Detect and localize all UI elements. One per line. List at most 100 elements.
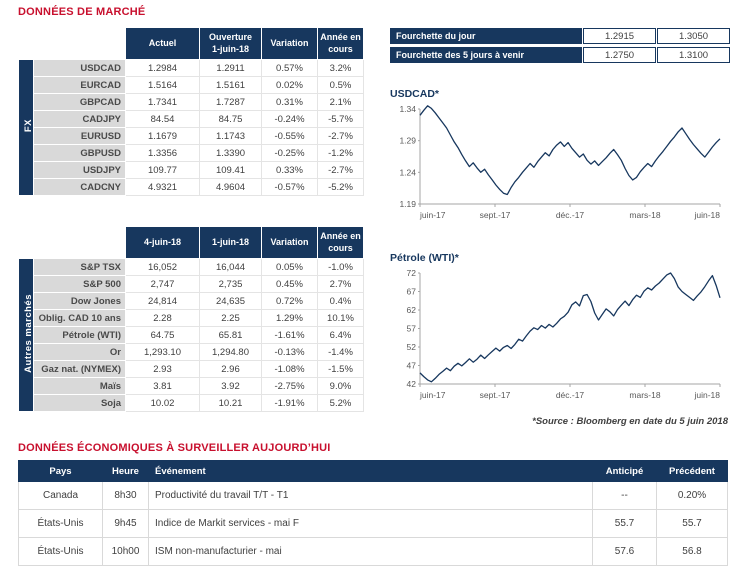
- market-label: Dow Jones: [33, 292, 126, 310]
- econ-previous: 0.20%: [656, 481, 728, 510]
- fx-variation: 0.33%: [261, 161, 318, 179]
- fx-pair-label: CADJPY: [33, 110, 126, 128]
- x-tick-label: juin-17: [419, 210, 446, 220]
- econ-data-title: DONNÉES ÉCONOMIQUES À SURVEILLER AUJOURD…: [18, 442, 331, 454]
- fx-row: FX USDCAD 1.2984 1.2911 0.57% 3.2%: [18, 59, 364, 196]
- market-v2: 24,635: [199, 292, 262, 310]
- range-day-high: 1.3050: [657, 28, 730, 44]
- market-v2: 65.81: [199, 326, 262, 344]
- market-row: Pétrole (WTI) 64.75 65.81 -1.61% 6.4%: [19, 326, 364, 344]
- markets-col-date2: 1-juin-18: [199, 226, 262, 259]
- market-label: Maïs: [33, 377, 126, 395]
- fx-ytd: 2.1%: [317, 93, 364, 111]
- markets-side-strip: Autres marchés: [18, 258, 34, 412]
- x-tick-label: mars-18: [629, 210, 660, 220]
- fx-side-strip: FX: [18, 59, 34, 196]
- market-v1: 24,814: [125, 292, 200, 310]
- y-tick-label: 42: [407, 379, 417, 389]
- fx-ytd: -5.7%: [317, 110, 364, 128]
- econ-row: Canada 8h30 Productivité du travail T/T …: [18, 481, 728, 510]
- fx-pair-label: GBPUSD: [33, 144, 126, 162]
- fx-col-variation-label: Variation: [270, 37, 309, 48]
- market-v1: 2,747: [125, 275, 200, 293]
- fx-col-open: Ouverture 1-juin-18: [199, 27, 262, 60]
- range-5day-high: 1.3100: [657, 47, 730, 63]
- fx-variation: -0.24%: [261, 110, 318, 128]
- market-ytd: 6.4%: [317, 326, 364, 344]
- econ-col-time: Heure: [102, 460, 149, 482]
- market-v2: 2,735: [199, 275, 262, 293]
- market-label: S&P 500: [33, 275, 126, 293]
- econ-col-previous: Précédent: [656, 460, 728, 482]
- fx-pair-label: EURCAD: [33, 76, 126, 94]
- econ-time: 9h45: [102, 509, 149, 538]
- fx-row: GBPUSD 1.3356 1.3390 -0.25% -1.2%: [19, 144, 364, 162]
- fx-pair-label: CADCNY: [33, 178, 126, 196]
- fx-variation: -0.55%: [261, 127, 318, 145]
- market-v1: 2.93: [125, 360, 200, 378]
- market-variation: -1.61%: [261, 326, 318, 344]
- market-row: Or 1,293.10 1,294.80 -0.13% -1.4%: [19, 343, 364, 361]
- market-variation: 1.29%: [261, 309, 318, 327]
- range-5day: Fourchette des 5 jours à venir 1.2750 1.…: [390, 47, 730, 63]
- econ-country: États-Unis: [18, 537, 103, 566]
- fx-ytd: 3.2%: [317, 59, 364, 77]
- market-row: Oblig. CAD 10 ans 2.28 2.25 1.29% 10.1%: [19, 309, 364, 327]
- market-ytd: 9.0%: [317, 377, 364, 395]
- market-v2: 2.96: [199, 360, 262, 378]
- x-tick-label: déc.-17: [556, 390, 585, 400]
- fx-variation: -0.25%: [261, 144, 318, 162]
- market-row: Gaz nat. (NYMEX) 2.93 2.96 -1.08% -1.5%: [19, 360, 364, 378]
- source-note: *Source : Bloomberg en date du 5 juin 20…: [532, 416, 728, 427]
- market-v1: 10.02: [125, 394, 200, 412]
- fx-row: EURCAD 1.5164 1.5161 0.02% 0.5%: [19, 76, 364, 94]
- fx-header-row: Actuel Ouverture 1-juin-18 Variation Anné…: [18, 27, 364, 60]
- market-v1: 16,052: [125, 258, 200, 276]
- market-variation: 0.45%: [261, 275, 318, 293]
- y-tick-label: 62: [407, 305, 417, 315]
- econ-col-anticipated: Anticipé: [592, 460, 657, 482]
- fx-col-open-line1: Ouverture: [208, 31, 252, 42]
- y-tick-label: 1.34: [399, 104, 416, 114]
- market-v1: 2.28: [125, 309, 200, 327]
- market-v1: 3.81: [125, 377, 200, 395]
- usdcad-chart: 1.19 1.24 1.29 1.34 juin-17 sept.-17 déc.-17 ma…: [399, 104, 721, 220]
- fx-pair-label: EURUSD: [33, 127, 126, 145]
- x-tick-label: juin-18: [693, 390, 720, 400]
- usdcad-chart-block: USDCAD* 1.19 1.24 1.29 1.34 juin-17 sept.-17 d…: [390, 88, 730, 226]
- range-5day-label: Fourchette des 5 jours à venir: [390, 47, 582, 63]
- y-tick-label: 1.19: [399, 199, 416, 209]
- market-variation: -1.91%: [261, 394, 318, 412]
- usdcad-chart-title: USDCAD*: [390, 88, 440, 100]
- market-label: Pétrole (WTI): [33, 326, 126, 344]
- x-tick-label: juin-17: [419, 390, 446, 400]
- econ-time: 10h00: [102, 537, 149, 566]
- fx-variation: 0.31%: [261, 93, 318, 111]
- fx-open: 84.75: [199, 110, 262, 128]
- fx-row: USDJPY 109.77 109.41 0.33% -2.7%: [19, 161, 364, 179]
- market-row: Soja 10.02 10.21 -1.91% 5.2%: [19, 394, 364, 412]
- y-tick-label: 57: [407, 324, 417, 334]
- fx-actual: 4.9321: [125, 178, 200, 196]
- range-day-low: 1.2915: [583, 28, 656, 44]
- markets-col-variation-label: Variation: [270, 236, 309, 247]
- fx-col-ytd: Année en cours: [317, 27, 364, 60]
- wti-chart-block: Pétrole (WTI)* 42 47 52 57 62 67 72 juin-17 sept…: [390, 252, 730, 406]
- fx-ytd: 0.5%: [317, 76, 364, 94]
- x-tick-label: sept.-17: [480, 390, 511, 400]
- fx-open: 1.7287: [199, 93, 262, 111]
- market-label: Oblig. CAD 10 ans: [33, 309, 126, 327]
- fx-variation: 0.02%: [261, 76, 318, 94]
- econ-anticipated: --: [592, 481, 657, 510]
- econ-row: États-Unis 10h00 ISM non-manufacturier -…: [18, 537, 728, 566]
- market-ytd: 5.2%: [317, 394, 364, 412]
- fx-header-spacer: [18, 27, 126, 60]
- fx-ytd: -2.7%: [317, 161, 364, 179]
- fx-row: GBPCAD 1.7341 1.7287 0.31% 2.1%: [19, 93, 364, 111]
- markets-col-ytd-line1: Année en: [320, 230, 361, 241]
- market-ytd: -1.4%: [317, 343, 364, 361]
- fx-open: 4.9604: [199, 178, 262, 196]
- market-label: Soja: [33, 394, 126, 412]
- fx-open: 1.2911: [199, 59, 262, 77]
- fx-variation: 0.57%: [261, 59, 318, 77]
